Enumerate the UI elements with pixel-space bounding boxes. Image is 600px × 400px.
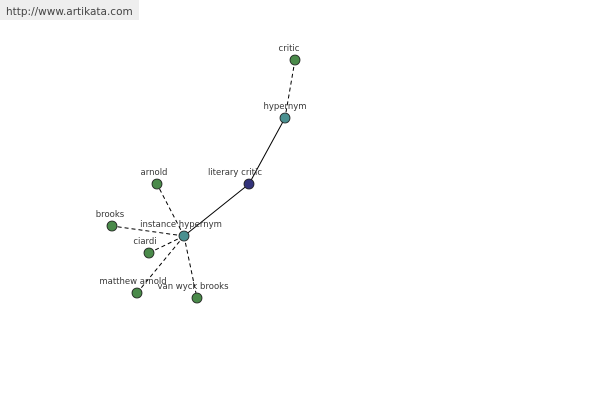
- watermark: http://www.artikata.com: [6, 6, 133, 18]
- node: [151, 178, 163, 190]
- node-label: critic: [279, 44, 300, 54]
- node-label: ciardi: [133, 237, 156, 247]
- node: [131, 287, 143, 299]
- node-label: arnold: [141, 168, 168, 178]
- node-label: literary critic: [208, 168, 262, 178]
- edge: [183, 235, 198, 299]
- node-label: instance hypernym: [140, 220, 222, 230]
- node: [191, 292, 203, 304]
- node: [243, 178, 255, 190]
- edge: [111, 225, 185, 237]
- edge: [136, 235, 185, 294]
- node: [279, 112, 291, 124]
- node: [289, 54, 301, 66]
- node-label: van wyck brooks: [157, 282, 229, 292]
- edge: [248, 117, 286, 185]
- edge: [183, 183, 250, 237]
- watermark-box: [0, 0, 139, 20]
- node-label: brooks: [96, 210, 125, 220]
- node-label: matthew arnold: [99, 277, 166, 287]
- node: [143, 247, 155, 259]
- node-label: hypernym: [263, 102, 306, 112]
- node: [178, 230, 190, 242]
- edge: [284, 59, 296, 119]
- edge: [156, 183, 185, 237]
- node: [106, 220, 118, 232]
